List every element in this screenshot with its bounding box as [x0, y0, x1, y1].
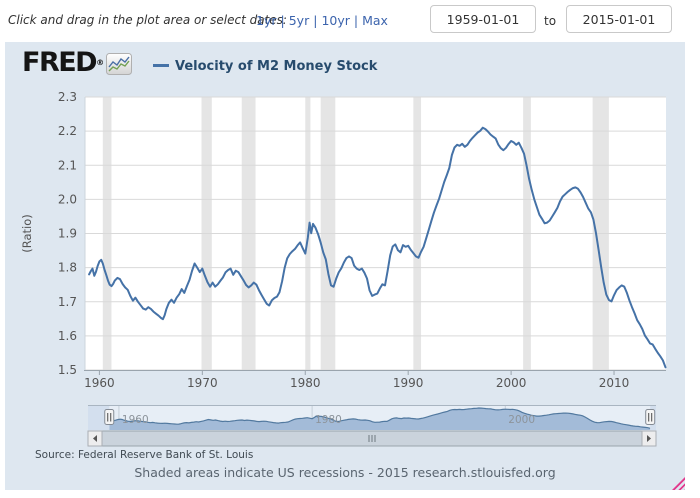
scrollbar-left-arrow-icon — [93, 435, 97, 442]
navigator-mask-left — [88, 406, 110, 430]
y-tick-label: 1.8 — [58, 261, 77, 275]
y-tick-label: 1.6 — [58, 329, 77, 343]
navigator-year-label: 1980 — [315, 414, 342, 426]
range-links: 1yr | 5yr | 10yr | Max — [256, 13, 388, 28]
scrollbar-right-arrow-icon — [647, 435, 651, 442]
x-tick-label: 1990 — [393, 376, 424, 390]
legend-line-swatch — [153, 64, 169, 67]
navigator-year-label: 2000 — [508, 414, 535, 426]
fred-logo-text: FRED — [22, 47, 98, 78]
legend-item[interactable]: Velocity of M2 Money Stock — [153, 59, 377, 74]
y-axis-title: (Ratio) — [20, 214, 34, 253]
y-tick-label: 1.9 — [58, 227, 77, 241]
legend-label: Velocity of M2 Money Stock — [175, 59, 378, 74]
toolbar-instruction: Click and drag in the plot area or selec… — [8, 13, 287, 27]
series-line-m2-velocity — [88, 126, 667, 369]
y-tick-label: 2.2 — [58, 124, 77, 138]
x-tick-label: 2000 — [496, 376, 527, 390]
navigator-left-handle[interactable] — [104, 409, 115, 425]
y-tick-label: 1.7 — [58, 295, 77, 309]
range-link-separator: | — [313, 13, 318, 28]
navigator-area — [109, 408, 651, 430]
range-link-10yr[interactable]: 10yr — [321, 13, 350, 28]
x-tick-label: 1960 — [84, 376, 115, 390]
y-tick-label: 1.5 — [58, 363, 77, 377]
range-link-1yr[interactable]: 1yr — [256, 13, 277, 28]
range-link-separator: | — [353, 13, 359, 28]
to-label: to — [544, 14, 557, 28]
y-tick-label: 2.3 — [58, 90, 77, 104]
y-tick-label: 2.0 — [58, 192, 77, 206]
x-tick-label: 2010 — [599, 376, 630, 390]
fred-logo: FRED® — [22, 49, 104, 77]
navigator-year-label: 1960 — [122, 414, 149, 426]
navigator-right-handle[interactable] — [645, 409, 656, 425]
date-from-input[interactable] — [430, 5, 536, 33]
range-link-5yr[interactable]: 5yr — [288, 13, 310, 28]
x-tick-label: 1980 — [290, 376, 321, 390]
navigator-line — [109, 407, 651, 429]
range-link-max[interactable]: Max — [362, 13, 388, 28]
source-text: Source: Federal Reserve Bank of St. Loui… — [35, 449, 254, 461]
date-to-input[interactable] — [566, 5, 672, 33]
registered-mark: ® — [96, 58, 105, 67]
fred-logo-chart-icon — [106, 53, 132, 75]
fred-chart-widget: 1.5 1.6 1.7 1.8 1.9 2.0 2.1 2.2 2.3 1960 1970 1980 1… — [5, 42, 685, 490]
recession-note: Shaded areas indicate US recessions - 20… — [134, 465, 556, 480]
chart-canvas: 1.5 1.6 1.7 1.8 1.9 2.0 2.1 2.2 2.3 1960 1970 1980 1… — [20, 90, 667, 447]
x-tick-label: 1970 — [187, 376, 218, 390]
range-link-separator: | — [280, 13, 285, 28]
y-tick-label: 2.1 — [58, 158, 77, 172]
date-toolbar: Click and drag in the plot area or selec… — [0, 0, 700, 42]
